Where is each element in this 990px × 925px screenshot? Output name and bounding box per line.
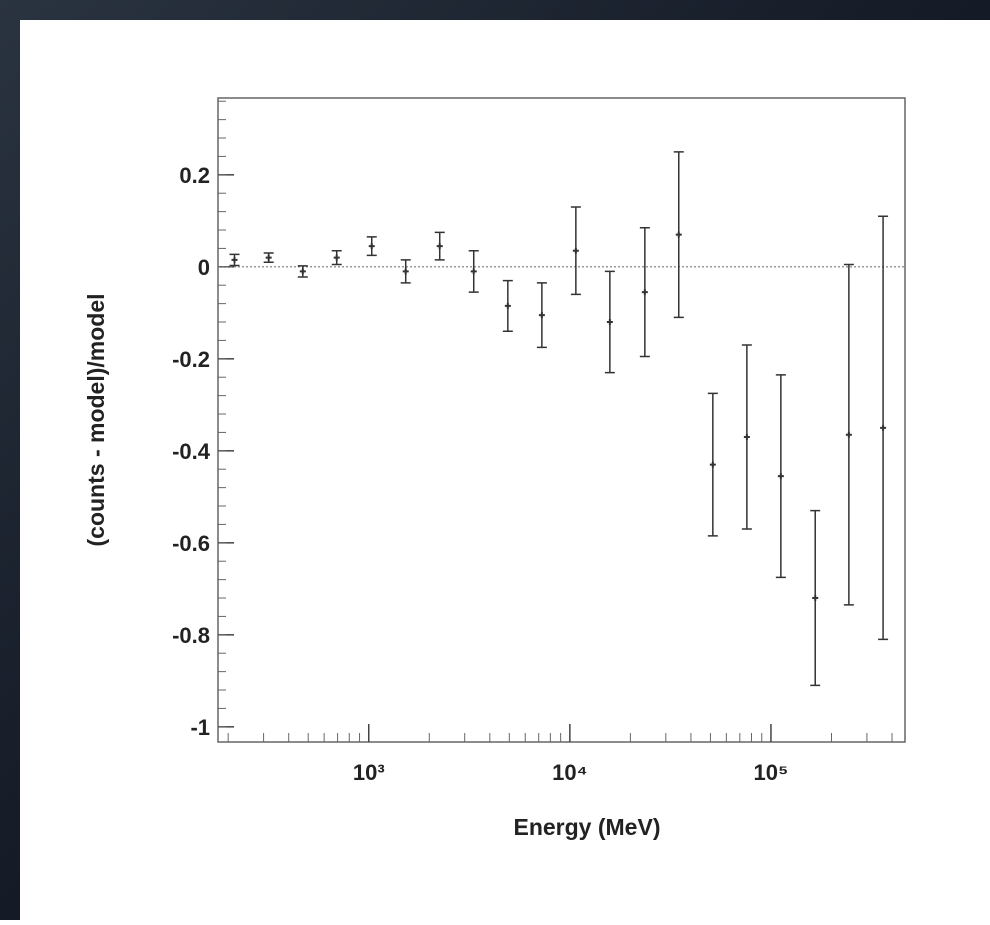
y-axis-label: (counts - model)/model — [83, 294, 109, 547]
data-point — [504, 302, 511, 309]
data-point — [436, 243, 443, 250]
data-point — [880, 424, 887, 431]
data-point — [709, 461, 716, 468]
data-point — [402, 268, 409, 275]
y-tick-label: -1 — [190, 715, 210, 740]
data-point — [675, 231, 682, 238]
y-tick-label: -0.6 — [172, 531, 210, 556]
x-tick-label: 10³ — [353, 760, 385, 785]
data-point — [368, 243, 375, 250]
data-point — [470, 268, 477, 275]
y-tick-label: -0.4 — [172, 439, 211, 464]
data-point — [845, 431, 852, 438]
y-tick-label: -0.8 — [172, 623, 210, 648]
data-point — [265, 254, 272, 261]
x-tick-label: 10⁵ — [754, 760, 789, 785]
data-point — [299, 268, 306, 275]
data-point — [812, 595, 819, 602]
plot-area: -1 -0.8 -0.6 -0.4 -0.2 0 0.2 10³ 10⁴ 10⁵ — [172, 97, 906, 785]
data-point — [231, 256, 238, 263]
x-tick-label: 10⁴ — [552, 760, 587, 785]
data-point — [641, 289, 648, 296]
panel — [20, 20, 990, 920]
data-point — [777, 473, 784, 480]
x-axis-label: Energy (MeV) — [514, 814, 661, 840]
data-point — [333, 254, 340, 261]
data-point — [572, 247, 579, 254]
y-tick-label: 0.2 — [179, 163, 210, 188]
data-point — [606, 319, 613, 326]
plot-frame — [217, 97, 906, 743]
data-point — [538, 312, 545, 319]
y-tick-label: -0.2 — [172, 347, 210, 372]
y-tick-label: 0 — [198, 255, 210, 280]
data-point — [743, 434, 750, 441]
